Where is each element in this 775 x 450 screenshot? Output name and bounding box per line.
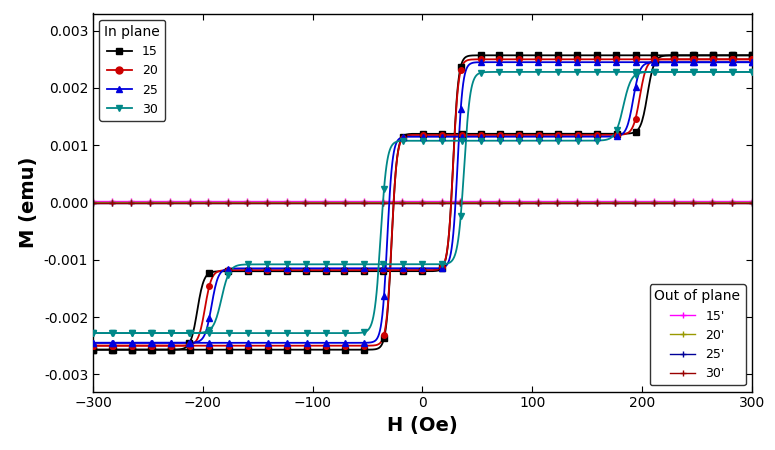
Y-axis label: M (emu): M (emu) (19, 157, 38, 248)
X-axis label: H (Oe): H (Oe) (387, 416, 458, 435)
Legend: 15', 20', 25', 30': 15', 20', 25', 30' (649, 284, 746, 385)
